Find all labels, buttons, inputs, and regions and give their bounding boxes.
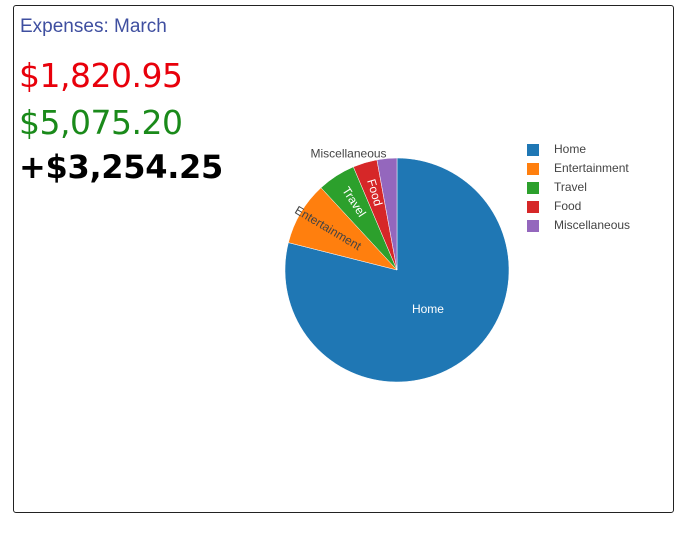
legend-swatch-miscellaneous[interactable] xyxy=(527,220,539,232)
legend-swatch-travel[interactable] xyxy=(527,182,539,194)
legend-label-entertainment[interactable]: Entertainment xyxy=(554,161,629,175)
legend-swatch-entertainment[interactable] xyxy=(527,163,539,175)
chart-legend: Home Entertainment Travel Food Miscellaneous xyxy=(527,142,630,232)
expense-pie-chart: Home Entertainment Travel Food Miscellaneous… xyxy=(284,142,630,383)
legend-swatch-food[interactable] xyxy=(527,201,539,213)
pie-slice-label-home: Home xyxy=(412,302,444,316)
legend-swatch-home[interactable] xyxy=(527,144,539,156)
card-title: Expenses: March xyxy=(20,16,167,37)
legend-label-home[interactable]: Home xyxy=(554,142,586,156)
net-total: +$3,254.25 xyxy=(19,148,223,186)
pie-slice-label-miscellaneous: Miscellaneous xyxy=(311,147,387,161)
pie-slices xyxy=(284,157,510,383)
legend-label-food[interactable]: Food xyxy=(554,199,581,213)
expenses-total: $1,820.95 xyxy=(19,56,183,95)
legend-label-travel[interactable]: Travel xyxy=(554,180,587,194)
legend-label-miscellaneous[interactable]: Miscellaneous xyxy=(554,218,630,232)
expense-card: Expenses: March $1,820.95 $5,075.20 +$3,… xyxy=(13,5,674,513)
pie-slice-miscellaneous[interactable] xyxy=(376,157,398,271)
income-total: $5,075.20 xyxy=(19,103,183,142)
